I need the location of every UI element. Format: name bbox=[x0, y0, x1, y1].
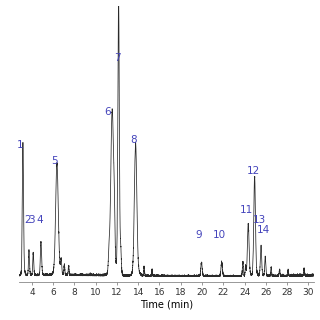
Text: 4: 4 bbox=[36, 215, 43, 225]
Text: 10: 10 bbox=[212, 230, 226, 240]
Text: 12: 12 bbox=[246, 166, 260, 176]
Text: 1: 1 bbox=[17, 140, 23, 150]
Text: 13: 13 bbox=[253, 215, 266, 225]
Text: 7: 7 bbox=[114, 53, 121, 63]
Text: 6: 6 bbox=[104, 107, 111, 117]
Text: 11: 11 bbox=[239, 205, 253, 215]
Text: 5: 5 bbox=[52, 156, 58, 166]
Text: 2: 2 bbox=[24, 215, 31, 225]
Text: 9: 9 bbox=[196, 230, 202, 240]
Text: 14: 14 bbox=[257, 225, 270, 235]
Text: 3: 3 bbox=[29, 215, 35, 225]
Text: 8: 8 bbox=[131, 135, 137, 145]
X-axis label: Time (min): Time (min) bbox=[140, 300, 193, 310]
